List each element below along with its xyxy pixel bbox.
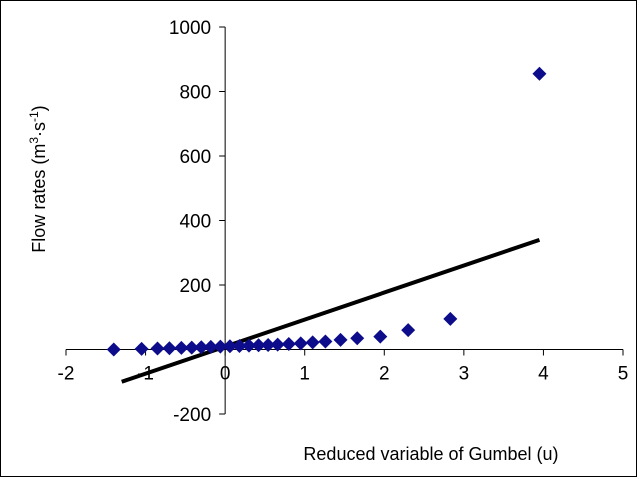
data-point-diamond xyxy=(318,334,333,349)
data-point-diamond xyxy=(203,339,218,354)
y-axis-title-mid: ·s xyxy=(29,122,49,137)
data-point-diamond xyxy=(106,342,121,357)
x-tick-label: 0 xyxy=(220,364,231,385)
data-point-diamond xyxy=(242,338,257,353)
data-point-diamond xyxy=(401,323,416,338)
data-point-diamond xyxy=(174,340,189,355)
data-point-diamond xyxy=(134,341,149,356)
data-point-diamond xyxy=(350,331,365,346)
data-point-diamond xyxy=(162,341,177,356)
data-point-diamond xyxy=(373,329,388,344)
x-axis-title: Reduced variable of Gumbel (u) xyxy=(303,444,558,464)
y-axis-title: Flow rates (m3·s-1) xyxy=(27,105,49,252)
y-tick-label: 600 xyxy=(179,147,211,168)
data-point-diamond xyxy=(532,66,547,81)
x-tick-label: -2 xyxy=(58,364,75,385)
x-tick-label: 5 xyxy=(618,364,629,385)
series-layer xyxy=(106,66,547,384)
data-point-diamond xyxy=(333,332,348,347)
data-point-diamond xyxy=(184,340,199,355)
trend-line xyxy=(121,237,541,384)
x-tick-label: 3 xyxy=(459,364,470,385)
data-point-diamond xyxy=(194,340,209,355)
data-point-diamond xyxy=(222,339,237,354)
data-point-diamond xyxy=(443,311,458,326)
x-ticks: -2-1012345 xyxy=(58,349,629,385)
data-point-diamond xyxy=(293,336,308,351)
data-point-diamond xyxy=(150,341,165,356)
x-tick-label: 2 xyxy=(379,364,390,385)
y-ticks: -200 200 400 600 800 1000 xyxy=(169,18,226,426)
y-tick-label: 200 xyxy=(179,276,211,297)
data-point-diamond xyxy=(281,337,296,352)
y-tick-label: 400 xyxy=(179,212,211,233)
y-axis-title-suffix: ) xyxy=(29,105,49,111)
data-point-diamond xyxy=(251,338,266,353)
y-axis-title-sup2: -1 xyxy=(27,111,41,122)
y-tick-label: -200 xyxy=(173,405,211,426)
y-axis-title-sup1: 3 xyxy=(27,137,41,144)
x-tick-label: 1 xyxy=(299,364,310,385)
y-tick-label: 800 xyxy=(179,83,211,104)
data-point-diamond xyxy=(261,337,276,352)
x-tick-label: 4 xyxy=(538,364,549,385)
data-point-diamond xyxy=(232,338,247,353)
data-point-diamond xyxy=(270,337,285,352)
data-point-diamond xyxy=(213,339,228,354)
y-tick-label: 1000 xyxy=(169,18,211,39)
y-axis-title-prefix: Flow rates (m xyxy=(29,144,49,253)
data-point-diamond xyxy=(305,335,320,350)
